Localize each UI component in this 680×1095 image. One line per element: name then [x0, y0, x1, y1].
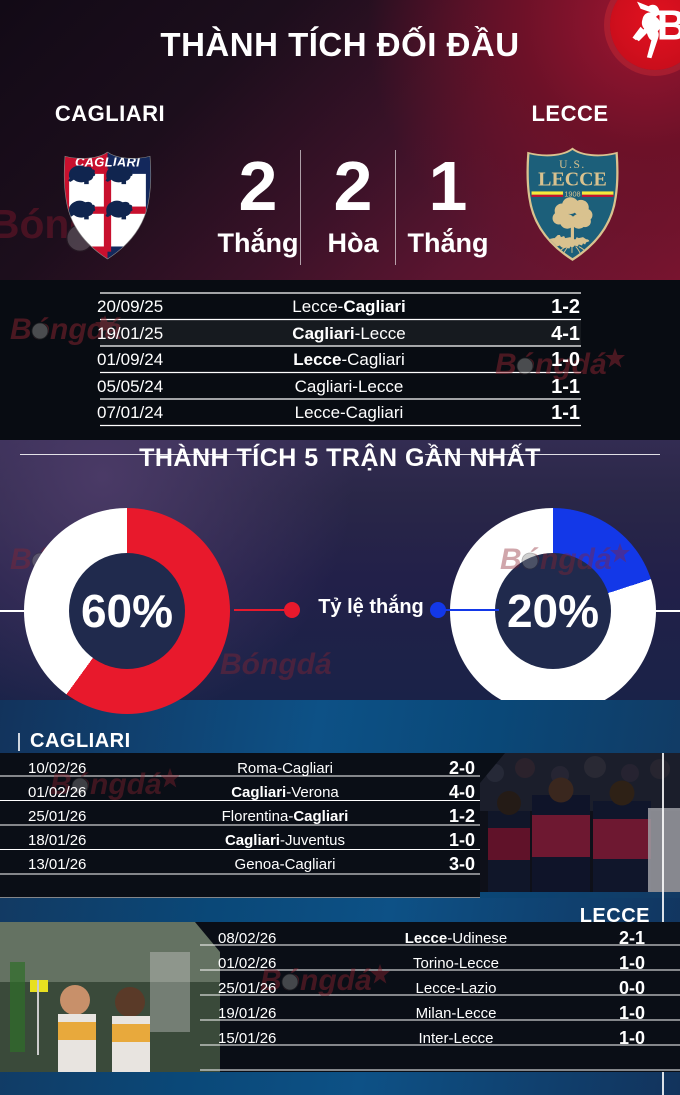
svg-text:Bóngdá: Bóngdá: [220, 648, 332, 681]
svg-text:1908: 1908: [564, 189, 580, 198]
svg-text:Bóngdá: Bóngdá: [500, 543, 612, 576]
svg-text:LECCE: LECCE: [538, 169, 607, 191]
